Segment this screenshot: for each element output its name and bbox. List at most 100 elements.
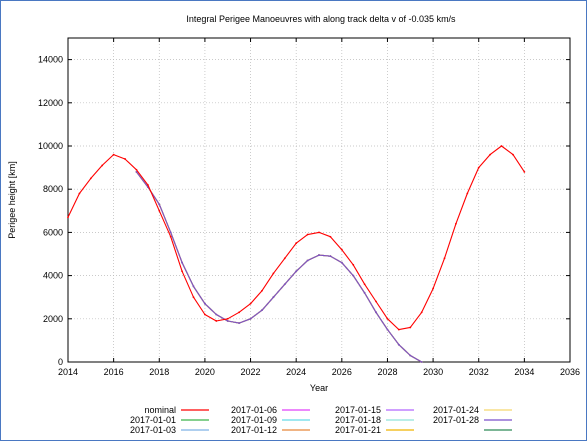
series-line-2017-01-15: [136, 171, 422, 363]
data-point: [455, 222, 457, 225]
data-point: [215, 320, 218, 322]
data-point: [135, 168, 138, 171]
data-point: [306, 233, 309, 236]
data-point: [340, 261, 343, 264]
data-point: [261, 309, 263, 312]
x-tick-label: 2034: [514, 367, 534, 377]
data-point: [329, 235, 332, 238]
data-point: [78, 192, 81, 195]
series-line-2017-01-01: [136, 171, 422, 363]
x-tick-label: 2032: [469, 367, 489, 377]
y-tick-label: 0: [58, 357, 63, 367]
data-point: [169, 231, 172, 234]
series-line-2017-01-21: [136, 171, 422, 363]
data-point: [420, 311, 423, 314]
data-point: [238, 311, 241, 314]
x-axis-title: Year: [310, 383, 328, 393]
legend-label: nominal: [144, 405, 176, 415]
data-point: [409, 326, 412, 329]
grid: [68, 38, 570, 362]
data-point: [204, 302, 206, 305]
legend-label: 2017-01-03: [130, 425, 176, 435]
legend-label: 2017-01-28: [433, 415, 479, 425]
data-point: [329, 255, 332, 258]
data-point: [283, 257, 286, 260]
data-point: [363, 283, 366, 286]
data-point: [215, 313, 218, 316]
y-tick-label: 10000: [38, 141, 63, 151]
x-tick-label: 2026: [332, 367, 352, 377]
data-point: [363, 291, 366, 294]
series-line-2017-01-24: [136, 171, 422, 363]
data-point: [523, 171, 526, 173]
x-tick-label: 2028: [377, 367, 397, 377]
series-line-2017-01-18: [136, 171, 422, 363]
data-point: [67, 216, 69, 219]
data-point: [146, 183, 149, 186]
y-tick-label: 12000: [38, 98, 63, 108]
data-point: [432, 287, 434, 290]
data-point: [283, 283, 286, 286]
data-point: [443, 257, 446, 260]
data-point: [226, 317, 229, 320]
series-line-2017-01-06: [136, 171, 422, 363]
y-tick-label: 6000: [43, 227, 63, 237]
legend-label: 2017-01-21: [335, 425, 381, 435]
legend-label: 2017-01-12: [231, 425, 277, 435]
data-point: [397, 343, 400, 346]
data-point: [375, 311, 377, 314]
data-point: [226, 320, 229, 322]
data-point: [181, 261, 183, 264]
data-point: [420, 361, 423, 363]
data-point: [512, 153, 514, 156]
data-point: [375, 300, 377, 303]
series-line-2017-01-28: [136, 171, 422, 363]
data-point: [272, 296, 275, 299]
data-point: [318, 254, 320, 256]
y-tick-label: 4000: [43, 271, 63, 281]
legend-label: 2017-01-09: [231, 415, 277, 425]
data-point: [204, 313, 206, 316]
x-tick-label: 2014: [58, 367, 78, 377]
data-point: [272, 272, 275, 275]
series-line-2017-01-03: [136, 171, 422, 363]
x-axis: 2014 2016 2018 2020 2022 2024 2026 2028 2030 2032…: [58, 38, 580, 377]
y-tick-label: 14000: [38, 55, 63, 65]
data-point: [500, 145, 503, 147]
data-point: [135, 171, 138, 173]
data-point: [261, 289, 263, 292]
legend-label: 2017-01-18: [335, 415, 381, 425]
y-tick-label: 8000: [43, 184, 63, 194]
data-point: [112, 153, 115, 156]
series-group: [67, 145, 526, 363]
data-point: [397, 328, 400, 331]
legend-label: 2017-01-15: [335, 405, 381, 415]
x-tick-label: 2022: [241, 367, 261, 377]
data-point: [158, 209, 161, 212]
data-point: [192, 285, 195, 288]
x-tick-label: 2024: [286, 367, 306, 377]
data-point: [169, 235, 172, 238]
data-point: [101, 164, 104, 167]
data-point: [352, 263, 355, 266]
x-tick-label: 2020: [195, 367, 215, 377]
x-tick-label: 2036: [560, 367, 580, 377]
data-point: [306, 259, 309, 262]
x-tick-label: 2030: [423, 367, 443, 377]
y-axis-title: Perigee height [km]: [7, 161, 17, 239]
data-point: [295, 270, 298, 273]
data-point: [249, 302, 252, 305]
y-axis: 0 2000 4000 6000 8000 10000 12000 14000: [38, 55, 570, 367]
data-point: [386, 328, 389, 331]
data-point: [124, 158, 126, 160]
data-point: [340, 248, 343, 251]
data-point: [181, 270, 183, 273]
data-point: [489, 153, 492, 156]
series-line-2017-01-12: [136, 171, 422, 363]
plot-area: [67, 37, 571, 363]
y-tick-label: 2000: [43, 314, 63, 324]
data-point: [352, 274, 355, 277]
data-point: [192, 296, 195, 299]
